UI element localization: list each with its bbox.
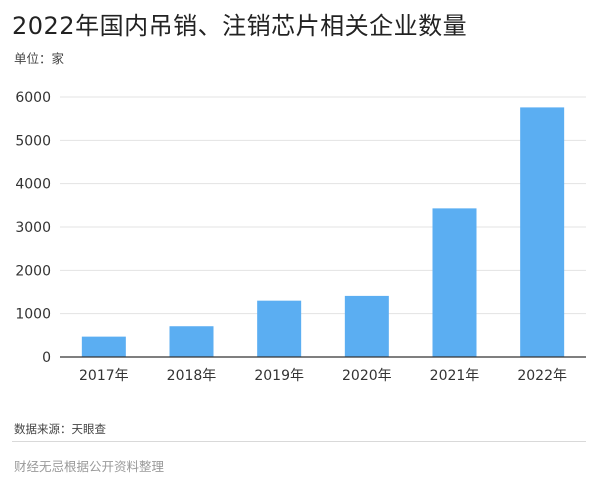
x-tick-label: 2021年	[430, 368, 480, 384]
bar	[520, 107, 565, 358]
data-source: 数据来源：天眼查	[14, 422, 106, 436]
bar	[257, 300, 302, 357]
y-tick-label: 1000	[15, 307, 51, 323]
divider	[12, 441, 586, 442]
bar	[169, 326, 214, 357]
bar	[432, 208, 477, 357]
x-tick-label: 2022年	[517, 368, 567, 384]
y-tick-label: 6000	[15, 90, 51, 106]
y-tick-label: 0	[42, 350, 51, 366]
gridlines	[60, 96, 586, 315]
chart-title: 2022年国内吊销、注销芯片相关企业数量	[12, 12, 468, 40]
y-tick-label: 3000	[15, 220, 51, 236]
footer-note: 财经无忌根据公开资料整理	[14, 459, 165, 474]
y-tick-label: 5000	[15, 133, 51, 149]
bar	[81, 336, 126, 357]
y-tick-label: 2000	[15, 263, 51, 279]
bar-chart: 0 1000 2000 3000 4000 5000 6000 2017年 2018年 2019…	[15, 90, 586, 384]
unit-label: 单位：家	[14, 51, 65, 66]
x-axis-ticks: 2017年 2018年 2019年 2020年 2021年 2022年	[79, 368, 567, 384]
x-tick-label: 2018年	[167, 368, 217, 384]
x-tick-label: 2020年	[342, 368, 392, 384]
y-tick-label: 4000	[15, 177, 51, 193]
bars	[81, 107, 565, 358]
x-tick-label: 2017年	[79, 368, 129, 384]
x-tick-label: 2019年	[254, 368, 304, 384]
y-axis-ticks: 0 1000 2000 3000 4000 5000 6000	[15, 90, 51, 366]
bar	[344, 295, 389, 357]
